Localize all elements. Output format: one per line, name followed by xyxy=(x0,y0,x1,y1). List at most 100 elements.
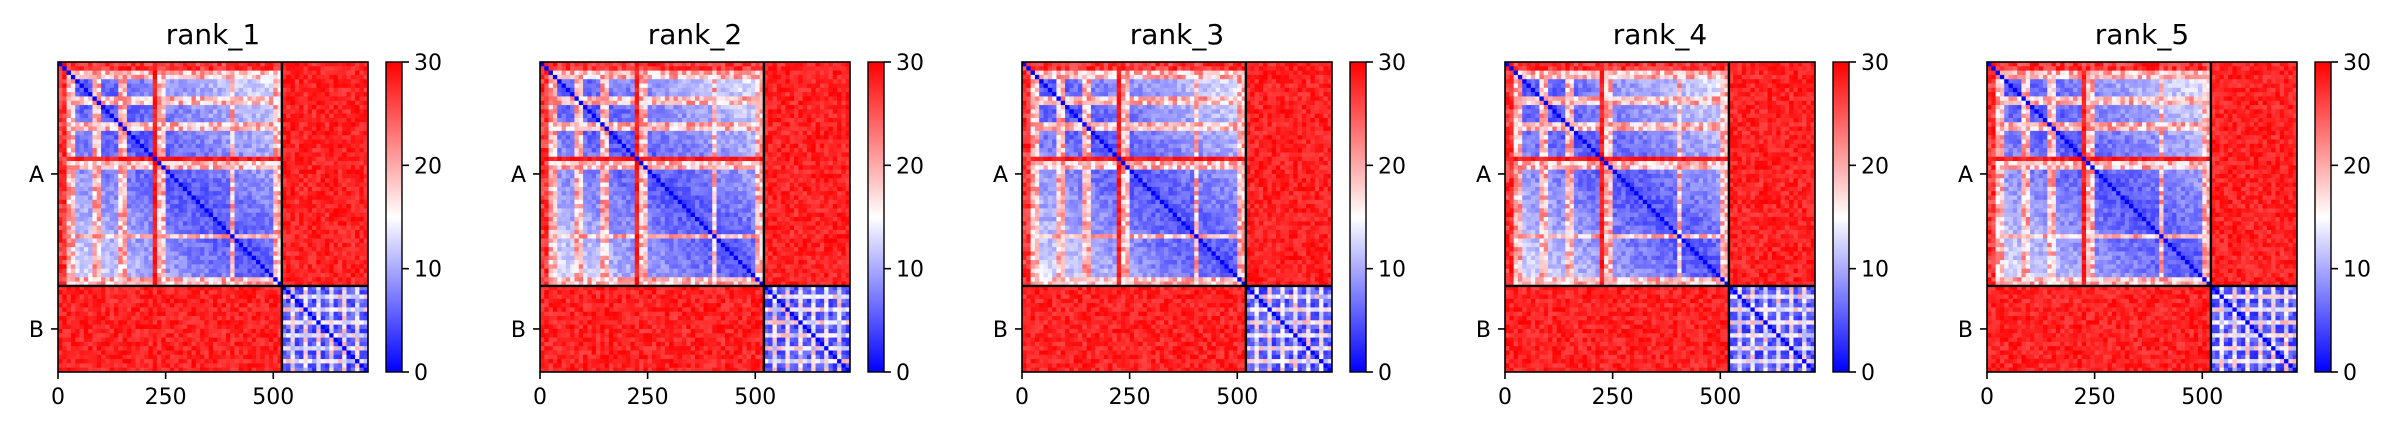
heatmap-cell xyxy=(165,341,171,347)
heatmap-cell xyxy=(234,109,240,115)
heatmap-cell xyxy=(355,70,360,76)
heatmap-cell xyxy=(75,105,80,110)
heatmap-cell xyxy=(299,135,304,140)
heatmap-cell xyxy=(337,277,343,282)
heatmap-cell xyxy=(157,320,162,326)
heatmap-cell xyxy=(324,161,330,166)
heatmap-cell xyxy=(286,238,291,244)
heatmap-cell xyxy=(251,225,257,231)
heatmap-cell xyxy=(165,303,171,308)
heatmap-cell xyxy=(350,268,356,274)
heatmap-cell xyxy=(324,126,330,132)
heatmap-cell xyxy=(182,122,188,127)
heatmap-cell xyxy=(195,79,201,84)
heatmap-cell xyxy=(277,195,283,201)
heatmap-cell xyxy=(329,277,334,282)
heatmap-cell xyxy=(256,221,261,227)
heatmap-cell xyxy=(320,354,326,360)
heatmap-cell xyxy=(213,298,218,304)
heatmap-cell xyxy=(191,74,197,80)
heatmap-cell xyxy=(316,294,322,300)
heatmap-cell xyxy=(101,195,106,201)
heatmap-cell xyxy=(299,311,304,317)
heatmap-cell xyxy=(251,311,257,317)
heatmap-cell xyxy=(96,303,102,308)
heatmap-cell xyxy=(316,234,322,239)
heatmap-cell xyxy=(346,126,352,132)
heatmap-cell xyxy=(70,161,76,166)
heatmap-cell xyxy=(230,229,235,235)
heatmap-cell xyxy=(157,96,162,102)
heatmap-cell xyxy=(303,320,309,326)
heatmap-cell xyxy=(165,350,171,356)
heatmap-cell xyxy=(230,161,235,166)
heatmap-cell xyxy=(79,161,85,166)
heatmap-cell xyxy=(195,303,201,308)
heatmap-cell xyxy=(260,251,266,257)
heatmap-cell xyxy=(234,234,240,239)
heatmap-cell xyxy=(312,221,317,227)
heatmap-cell xyxy=(290,260,296,265)
heatmap-cell xyxy=(148,290,154,295)
heatmap-cell xyxy=(131,126,136,132)
heatmap-cell xyxy=(277,186,283,192)
heatmap-cell xyxy=(83,229,89,235)
heatmap-cell xyxy=(243,328,248,334)
heatmap-cell xyxy=(324,229,330,235)
heatmap-cell xyxy=(363,350,369,356)
heatmap-cell xyxy=(346,204,352,209)
heatmap-cell xyxy=(312,105,317,110)
heatmap-cell xyxy=(144,113,149,119)
heatmap-cell xyxy=(268,105,274,110)
heatmap-cell xyxy=(118,83,123,89)
heatmap-cell xyxy=(169,165,175,171)
heatmap-cell xyxy=(329,212,334,218)
heatmap-cell xyxy=(169,350,175,356)
heatmap-cell xyxy=(303,285,309,291)
heatmap-cell xyxy=(70,264,76,270)
heatmap-cell xyxy=(290,186,296,192)
heatmap-cell xyxy=(101,303,106,308)
heatmap-cell xyxy=(225,161,231,166)
heatmap-cell xyxy=(75,143,80,149)
heatmap-cell xyxy=(96,247,102,252)
heatmap-cell xyxy=(320,122,326,127)
heatmap-cell xyxy=(329,290,334,295)
heatmap-cell xyxy=(333,350,339,356)
heatmap-cell xyxy=(208,285,214,291)
heatmap-cell xyxy=(178,139,184,145)
heatmap-cell xyxy=(337,165,343,171)
heatmap-cell xyxy=(225,96,231,102)
heatmap-cell xyxy=(238,341,244,347)
heatmap-cell xyxy=(96,328,102,334)
heatmap-cell xyxy=(307,281,313,287)
heatmap-cell xyxy=(264,92,270,97)
heatmap-cell xyxy=(101,234,106,239)
heatmap-cell xyxy=(135,255,141,261)
heatmap-cell xyxy=(126,229,132,235)
heatmap-cell xyxy=(200,139,205,145)
heatmap-cell xyxy=(208,251,214,257)
heatmap-cell xyxy=(105,105,111,110)
heatmap-cell xyxy=(268,281,274,287)
heatmap-cell xyxy=(174,117,179,123)
heatmap-cell xyxy=(105,169,111,175)
heatmap-cell xyxy=(342,221,347,227)
heatmap-cell xyxy=(312,66,317,72)
heatmap-cell xyxy=(225,281,231,287)
heatmap-cell xyxy=(152,264,158,270)
heatmap-cell xyxy=(316,62,322,67)
heatmap-cell xyxy=(122,354,128,360)
heatmap-cell xyxy=(238,143,244,149)
heatmap-cell xyxy=(238,117,244,123)
heatmap-cell xyxy=(268,195,274,201)
heatmap-cell xyxy=(355,83,360,89)
heatmap-cell xyxy=(131,251,136,257)
heatmap-cell xyxy=(191,316,197,321)
heatmap-cell xyxy=(204,242,210,248)
heatmap-cell xyxy=(58,333,63,338)
heatmap-cell xyxy=(101,229,106,235)
heatmap-cell xyxy=(247,298,253,304)
heatmap-cell xyxy=(148,242,154,248)
heatmap-cell xyxy=(122,307,128,313)
